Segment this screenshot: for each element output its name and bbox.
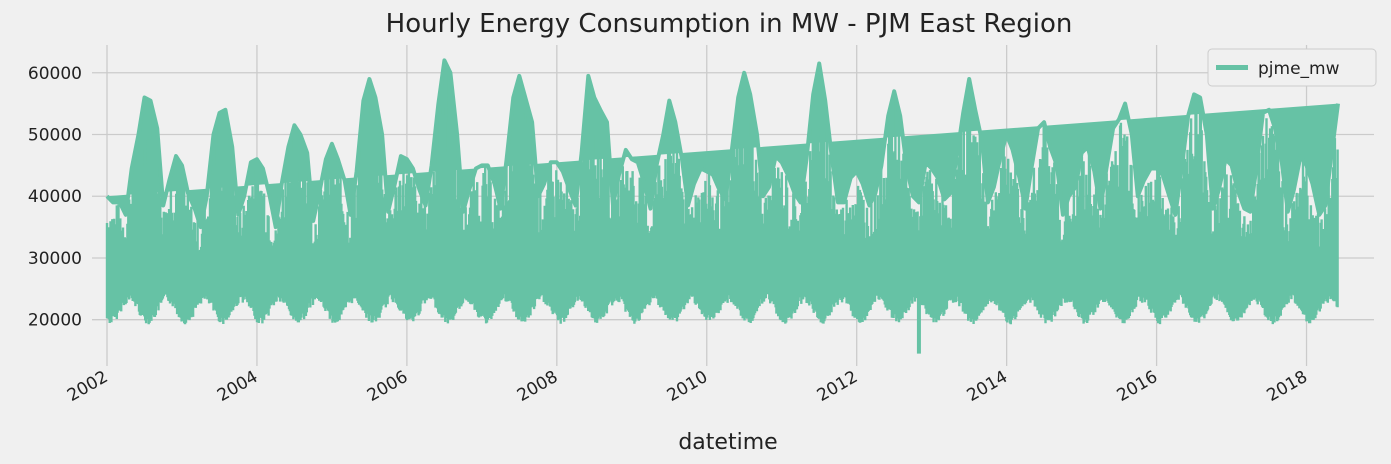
legend-label-pjme-mw: pjme_mw <box>1258 59 1340 79</box>
y-tick-label: 30000 <box>28 249 82 269</box>
series-peak-outline <box>105 58 1340 230</box>
x-axis-label: datetime <box>678 430 777 455</box>
y-tick-label: 60000 <box>28 64 82 84</box>
legend: pjme_mw <box>1207 48 1377 87</box>
legend-box <box>1207 48 1377 87</box>
y-tick-label: 40000 <box>28 187 82 207</box>
series-layer <box>105 58 1340 354</box>
y-tick-label: 20000 <box>28 311 82 331</box>
series-line <box>105 73 1339 325</box>
y-tick-labels: 20000 30000 40000 50000 60000 <box>28 64 82 331</box>
chart-title: Hourly Energy Consumption in MW - PJM Ea… <box>386 9 1073 39</box>
y-tick-label: 50000 <box>28 126 82 146</box>
series-pjme-mw <box>105 58 1340 354</box>
